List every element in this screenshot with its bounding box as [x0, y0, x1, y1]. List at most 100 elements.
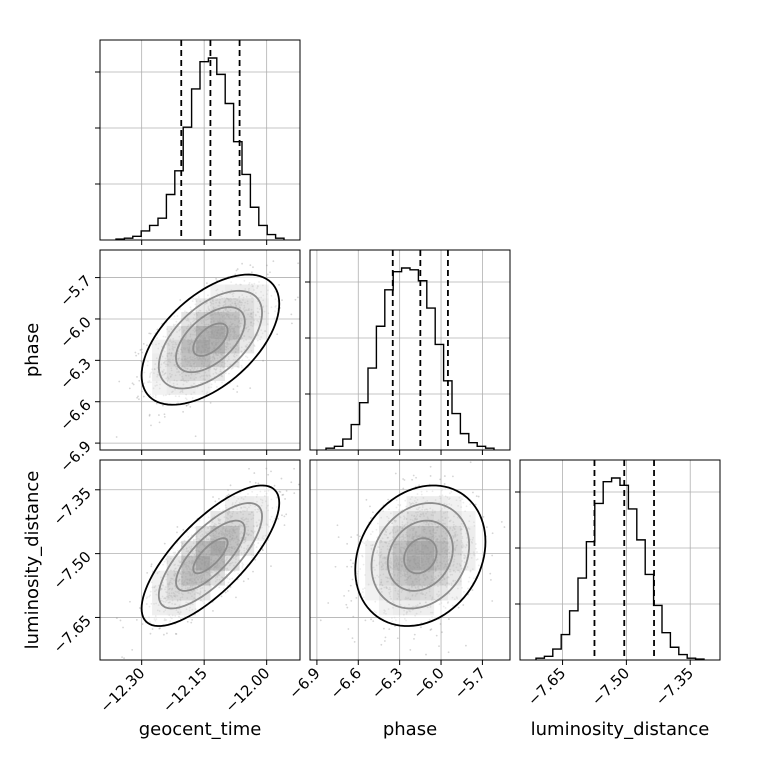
- pair-phase-luminosity_distance-point: [403, 479, 406, 481]
- pair-geocent_time-phase-point: [158, 421, 161, 424]
- pair-geocent_time-phase-point: [241, 262, 244, 265]
- pair-geocent_time-phase-point: [141, 390, 144, 393]
- xtick-label-luminosity_distance: −7.50: [588, 664, 633, 709]
- xaxis-label-geocent_time: geocent_time: [139, 719, 262, 740]
- pair-phase-luminosity_distance-point: [383, 640, 386, 642]
- pair-geocent_time-phase-point: [149, 332, 152, 335]
- ytick-label-phase: −6.3: [56, 354, 94, 392]
- pair-geocent_time-phase-point: [131, 382, 134, 385]
- pair-geocent_time-luminosity_distance-point: [218, 497, 220, 500]
- pair-geocent_time-phase-point: [269, 271, 271, 274]
- pair-phase-luminosity_distance-point: [500, 521, 503, 523]
- pair-geocent_time-luminosity_distance-point: [261, 549, 264, 552]
- pair-geocent_time-phase-point: [281, 299, 283, 302]
- pair-geocent_time-phase-point: [134, 351, 137, 354]
- pair-geocent_time-luminosity_distance-point: [270, 565, 272, 568]
- pair-phase-luminosity_distance-point: [394, 625, 396, 628]
- pair-geocent_time-luminosity_distance-contour: [140, 484, 281, 627]
- pair-phase-luminosity_distance-point: [489, 579, 492, 581]
- pair-geocent_time-phase-point: [294, 298, 297, 301]
- pair-geocent_time-luminosity_distance-point: [214, 500, 217, 503]
- pair-geocent_time-luminosity_distance-point: [229, 484, 232, 487]
- hist-phase-steps: [325, 267, 495, 450]
- pair-geocent_time-luminosity_distance-point: [270, 470, 272, 473]
- pair-phase-luminosity_distance-point: [429, 629, 432, 631]
- pair-geocent_time-phase-point: [136, 396, 139, 399]
- pair-geocent_time-phase-point: [262, 359, 264, 362]
- pair-phase-luminosity_distance-contour-fill: [355, 485, 486, 627]
- pair-phase-luminosity_distance-point: [349, 559, 352, 562]
- pair-geocent_time-luminosity_distance-point: [279, 491, 282, 493]
- pair-geocent_time-phase-point: [118, 380, 121, 383]
- pair-geocent_time-luminosity_distance-point: [281, 514, 283, 517]
- pair-geocent_time-phase-panel: [100, 250, 300, 450]
- pair-geocent_time-luminosity_distance-point: [175, 633, 178, 635]
- pair-geocent_time-luminosity_distance-point: [119, 619, 122, 622]
- pair-phase-luminosity_distance-point: [364, 619, 367, 622]
- pair-phase-luminosity_distance-point: [336, 524, 339, 527]
- pair-geocent_time-luminosity_distance-point: [293, 492, 296, 495]
- pair-geocent_time-luminosity_distance-point: [212, 496, 214, 498]
- pair-phase-luminosity_distance-point: [489, 572, 492, 575]
- pair-geocent_time-luminosity_distance-point: [226, 590, 229, 592]
- pair-geocent_time-phase-point: [290, 313, 293, 316]
- pair-phase-luminosity_distance-point: [343, 594, 346, 597]
- pair-phase-luminosity_distance-point: [346, 542, 349, 545]
- pair-geocent_time-luminosity_distance-point: [131, 648, 134, 651]
- pair-phase-luminosity_distance-point: [352, 615, 355, 618]
- pair-geocent_time-luminosity_distance-point: [278, 490, 281, 493]
- pair-geocent_time-phase-point: [142, 342, 145, 345]
- pair-geocent_time-luminosity_distance-point: [293, 467, 296, 470]
- pair-phase-luminosity_distance-point: [482, 515, 485, 518]
- pair-phase-luminosity_distance-point: [345, 603, 348, 606]
- pair-geocent_time-phase-point: [140, 348, 143, 351]
- pair-geocent_time-phase-point: [234, 273, 237, 276]
- pair-geocent_time-phase-point: [236, 391, 239, 393]
- pair-phase-luminosity_distance-point: [415, 476, 417, 479]
- xtick-label-phase: −6.6: [327, 664, 365, 702]
- pair-geocent_time-luminosity_distance-point: [284, 498, 286, 500]
- pair-geocent_time-luminosity_distance-point: [115, 617, 118, 620]
- pair-phase-luminosity_distance-panel: [310, 460, 510, 660]
- pair-geocent_time-phase-point: [296, 296, 299, 299]
- pair-geocent_time-phase-point: [136, 376, 138, 378]
- pair-phase-luminosity_distance-point: [491, 600, 494, 602]
- pair-phase-luminosity_distance-point: [394, 472, 397, 475]
- pair-phase-luminosity_distance-point: [334, 565, 337, 568]
- pair-phase-luminosity_distance-point: [469, 461, 472, 464]
- pair-phase-luminosity_distance-point: [443, 483, 446, 485]
- pair-geocent_time-phase-point: [236, 268, 239, 270]
- pair-phase-luminosity_distance-point: [350, 599, 353, 602]
- pair-geocent_time-phase-frame: [99, 249, 301, 451]
- pair-geocent_time-phase-point: [139, 349, 142, 351]
- pair-phase-luminosity_distance-point: [413, 633, 416, 636]
- hist-phase-frame: [309, 249, 511, 451]
- pair-geocent_time-phase-point: [278, 283, 280, 286]
- pair-phase-luminosity_distance-point: [447, 618, 450, 620]
- pair-geocent_time-phase-point: [187, 403, 190, 406]
- pair-geocent_time-luminosity_distance-point: [227, 489, 229, 492]
- pair-geocent_time-phase-point: [148, 413, 151, 416]
- pair-geocent_time-phase-point: [142, 395, 145, 398]
- pair-geocent_time-phase-point: [232, 388, 235, 391]
- pair-phase-luminosity_distance-point: [347, 628, 350, 630]
- pair-geocent_time-luminosity_distance-point: [297, 483, 300, 486]
- pair-geocent_time-luminosity_distance-point: [252, 570, 254, 573]
- xtick-label-geocent_time: −12.15: [159, 664, 211, 716]
- pair-phase-luminosity_distance-point: [383, 627, 385, 630]
- pair-geocent_time-phase-point: [128, 387, 131, 390]
- xaxis-label-phase: phase: [383, 719, 437, 740]
- pair-phase-luminosity_distance-point: [447, 651, 450, 654]
- pair-phase-luminosity_distance-point: [441, 631, 443, 634]
- pair-geocent_time-phase-contour-fill: [141, 274, 280, 405]
- pair-phase-luminosity_distance-point: [462, 604, 465, 606]
- ytick-label-luminosity_distance: −7.50: [50, 548, 95, 593]
- pair-geocent_time-luminosity_distance-point: [254, 558, 257, 561]
- ytick-label-phase: −6.0: [56, 313, 94, 351]
- pair-geocent_time-luminosity_distance-point: [281, 494, 284, 496]
- pair-geocent_time-luminosity_distance-point: [123, 657, 125, 660]
- pair-phase-luminosity_distance-contour: [354, 484, 487, 627]
- pair-geocent_time-luminosity_distance-point: [158, 627, 161, 630]
- pair-phase-luminosity_distance-point: [380, 643, 383, 646]
- pair-geocent_time-phase-point: [163, 413, 166, 416]
